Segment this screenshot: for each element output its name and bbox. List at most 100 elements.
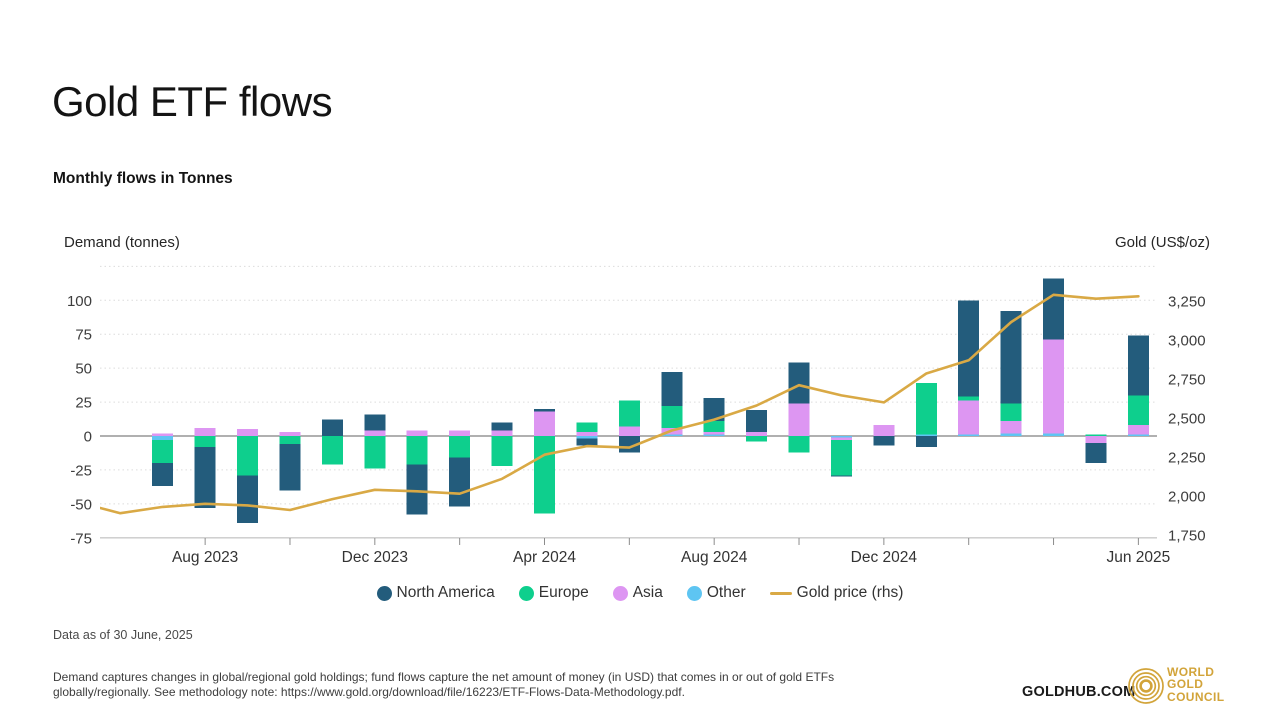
legend-item-north-america[interactable]: North America [376,584,495,602]
bar-segment[interactable] [364,414,386,431]
bar-segment[interactable] [661,406,683,428]
bar-segment[interactable] [237,429,259,436]
wgc-word-1: WORLD [1167,665,1215,679]
methodology-note-line2: globally/regionally. See methodology not… [53,685,685,700]
bar-segment[interactable] [194,436,216,447]
bar-segment[interactable] [618,400,640,427]
bar-segment[interactable] [364,430,386,436]
bar-segment[interactable] [1000,311,1022,404]
x-axis-tick-label: Jun 2025 [1106,549,1170,566]
bar-segment[interactable] [576,422,598,432]
bar-segment[interactable] [534,436,555,514]
bar-segment[interactable] [449,430,471,436]
legend-item-asia[interactable]: Asia [612,584,663,602]
bar-segment[interactable] [279,431,301,436]
bar-segment[interactable] [915,383,937,435]
bar-segment[interactable] [406,436,428,465]
bar-segment[interactable] [152,433,174,436]
bar-segment[interactable] [237,436,259,476]
bar-segment[interactable] [915,436,937,447]
bar-segment[interactable] [873,425,895,436]
bar-segment[interactable] [1043,278,1065,340]
bar-segment[interactable] [1127,434,1149,436]
legend-label: Other [706,584,746,601]
wgc-wordmark: WORLD GOLD COUNCIL [1167,665,1224,704]
bar-segment[interactable] [1000,433,1022,436]
bar-segment[interactable] [449,457,471,507]
bar-segment[interactable] [746,431,768,436]
bar-segment[interactable] [915,434,937,436]
legend-swatch-dot [686,585,702,601]
bar-segment[interactable] [746,436,768,442]
bar-segment[interactable] [1000,421,1022,434]
bar-segment[interactable] [618,426,640,436]
bar-segment[interactable] [364,436,386,469]
bar-segment[interactable] [830,437,852,441]
bar-segment[interactable] [406,430,428,436]
bar-segment[interactable] [661,434,683,436]
legend-label: Europe [538,584,589,601]
bar-segment[interactable] [534,408,555,412]
bar-segment[interactable] [534,411,555,436]
bar-segment[interactable] [746,410,768,432]
bar-segment[interactable] [1043,339,1065,434]
legend-item-other[interactable]: Other [686,584,746,602]
bar-segment[interactable] [830,475,852,477]
wgc-word-2: GOLD [1167,677,1204,692]
bar-segment[interactable] [873,436,895,446]
bar-segment[interactable] [830,440,852,476]
bar-segment[interactable] [237,475,259,523]
bar-segment[interactable] [152,436,174,441]
x-axis-tick-label: Apr 2024 [513,549,576,566]
bar-segment[interactable] [152,463,174,487]
bar-segment[interactable] [1127,335,1149,396]
bar-segment[interactable] [703,434,725,436]
bar-segment[interactable] [449,436,471,458]
bar-segment[interactable] [1127,425,1149,435]
bar-segment[interactable] [830,436,852,438]
bar-segment[interactable] [958,400,980,435]
right-axis-tick-label: 3,000 [1168,333,1206,350]
bar-segment[interactable] [958,396,980,401]
legend-item-europe[interactable]: Europe [518,584,589,602]
bar-segment[interactable] [703,431,725,435]
bar-segment[interactable] [1000,403,1022,422]
bar-segment[interactable] [958,434,980,436]
bar-segment[interactable] [1085,436,1107,443]
bar-segment[interactable] [1127,395,1149,426]
bar-segment[interactable] [661,372,683,407]
bar-segment[interactable] [491,436,513,466]
bar-segment[interactable] [788,362,810,404]
legend-swatch-line [769,591,792,595]
left-axis-tick-label: -75 [70,530,92,547]
bar-segment[interactable] [194,427,216,436]
bar-segment[interactable] [194,446,216,508]
bar-segment[interactable] [1085,434,1107,436]
bar-segment[interactable] [788,436,810,453]
bar-segment[interactable] [958,300,980,397]
right-axis-tick-label: 2,250 [1168,450,1206,467]
bar-segment[interactable] [576,436,598,439]
right-axis-tick-label: 2,500 [1168,411,1206,428]
bar-segment[interactable] [703,421,725,432]
bar-segment[interactable] [1043,433,1065,436]
bar-segment[interactable] [1085,442,1107,464]
chart-legend: North America Europe Asia Other Gold price (… [0,584,1280,602]
bar-segment[interactable] [152,440,174,464]
page-title: Gold ETF flows [52,78,333,126]
left-axis-tick-label: -25 [70,462,92,479]
bar-segment[interactable] [703,397,725,422]
bar-segment[interactable] [321,436,343,465]
bar-segment[interactable] [406,464,428,515]
bar-segment[interactable] [576,438,598,446]
bar-segment[interactable] [491,422,513,431]
legend-item-gold-price-rhs[interactable]: Gold price (rhs) [769,584,903,602]
bar-segment[interactable] [576,431,598,436]
bar-segment[interactable] [491,430,513,436]
chart-subtitle: Monthly flows in Tonnes [53,170,233,187]
x-axis-tick-label: Aug 2023 [172,549,238,566]
bar-segment[interactable] [321,419,343,436]
bar-segment[interactable] [279,444,301,491]
bar-segment[interactable] [788,403,810,436]
bar-segment[interactable] [279,436,301,445]
